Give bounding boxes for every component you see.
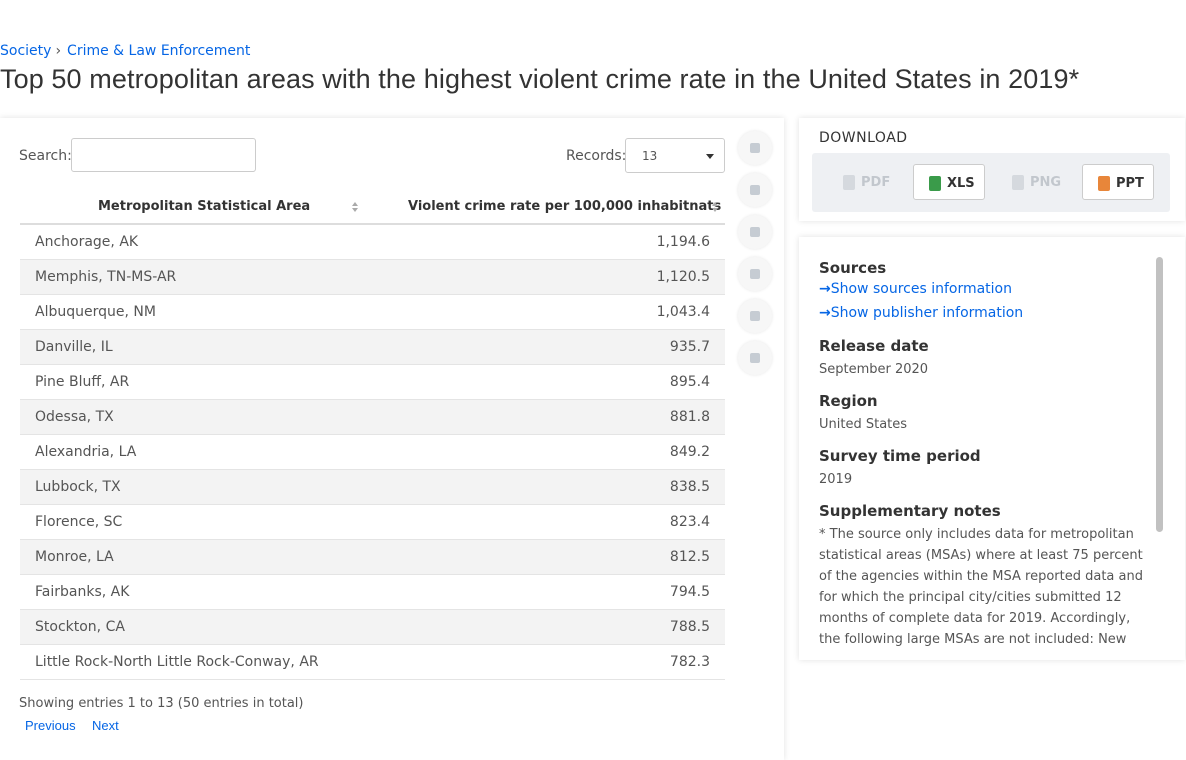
table-cell: 1,120.5	[656, 269, 710, 285]
print-icon[interactable]	[738, 341, 772, 375]
info-heading: Supplementary notes	[819, 502, 1001, 520]
pdf-button[interactable]: PDF	[828, 164, 900, 200]
table-cell: Fairbanks, AK	[35, 584, 130, 600]
cite-icon[interactable]	[738, 299, 772, 333]
info-text: September 2020	[819, 362, 929, 377]
info-text: * The source only includes data for metr…	[819, 527, 1143, 647]
records-select[interactable]: 13	[625, 138, 725, 173]
table-cell: 1,194.6	[656, 234, 710, 250]
table-row: Anchorage, AK 1,194.6	[20, 225, 725, 260]
scrollbar[interactable]	[1156, 257, 1163, 532]
entries-summary: Showing entries 1 to 13 (50 entries in t…	[19, 696, 304, 711]
breadcrumb: Society › Crime & Law Enforcement	[0, 43, 251, 59]
alert-icon[interactable]	[738, 173, 772, 207]
table-body: Anchorage, AK 1,194.6 Memphis, TN-MS-AR 1,1…	[20, 225, 725, 680]
png-button[interactable]: PNG	[997, 164, 1069, 200]
ppt-button[interactable]: PPT	[1082, 164, 1154, 200]
button-label: PPT	[1116, 176, 1144, 191]
table-cell: Alexandria, LA	[35, 444, 137, 460]
table-cell: Lubbock, TX	[35, 479, 121, 495]
publisher-link[interactable]: Show publisher information	[819, 301, 1145, 325]
settings-icon[interactable]	[738, 215, 772, 249]
table-row: Memphis, TN-MS-AR 1,120.5	[20, 260, 725, 295]
table-cell: Albuquerque, NM	[35, 304, 156, 320]
table-cell: 812.5	[669, 549, 710, 565]
next-button[interactable]: Next	[92, 718, 119, 733]
table-cell: Stockton, CA	[35, 619, 125, 635]
table-cell: 794.5	[669, 584, 710, 600]
breadcrumb-link[interactable]: Crime & Law Enforcement	[67, 43, 251, 59]
table-row: Lubbock, TX 838.5	[20, 470, 725, 505]
table-row: Little Rock-North Little Rock-Conway, AR…	[20, 645, 725, 680]
info-content: Sources Show sources information Show pu…	[819, 259, 1145, 649]
share-icon[interactable]	[738, 257, 772, 291]
info-panel: Sources Show sources information Show pu…	[799, 237, 1185, 660]
favorite-icon[interactable]	[738, 131, 772, 165]
table-cell: Pine Bluff, AR	[35, 374, 130, 390]
table-cell: 788.5	[669, 619, 710, 635]
previous-button[interactable]: Previous	[25, 718, 76, 733]
table-cell: 838.5	[669, 479, 710, 495]
table-cell: 1,043.4	[656, 304, 710, 320]
table-cell: Anchorage, AK	[35, 234, 139, 250]
table-cell: 782.3	[669, 654, 710, 670]
table-row: Albuquerque, NM 1,043.4	[20, 295, 725, 330]
table-row: Alexandria, LA 849.2	[20, 435, 725, 470]
table-cell: 849.2	[669, 444, 710, 460]
table-cell: 881.8	[669, 409, 710, 425]
table-cell: Danville, IL	[35, 339, 113, 355]
table-cell: Odessa, TX	[35, 409, 114, 425]
table-row: Odessa, TX 881.8	[20, 400, 725, 435]
info-text: United States	[819, 417, 908, 432]
column-header[interactable]: Metropolitan Statistical Area	[98, 199, 311, 214]
breadcrumb-link[interactable]: Society	[0, 43, 52, 59]
download-bar: PDF XLS PNG PPT	[812, 153, 1170, 212]
info-heading: Region	[819, 392, 878, 410]
info-heading: Sources	[819, 259, 887, 277]
data-table: Metropolitan Statistical Area Violent cr…	[20, 194, 725, 680]
column-header[interactable]: Violent crime rate per 100,000 inhabitna…	[408, 199, 722, 214]
table-header: Metropolitan Statistical Area Violent cr…	[20, 194, 725, 225]
table-panel: Search: Records: 13 Metropolitan Statist…	[0, 118, 784, 760]
table-cell: Florence, SC	[35, 514, 123, 530]
search-input[interactable]	[71, 138, 256, 172]
button-label: XLS	[947, 176, 975, 191]
table-row: Monroe, LA 812.5	[20, 540, 725, 575]
table-cell: Memphis, TN-MS-AR	[35, 269, 177, 285]
table-cell: Little Rock-North Little Rock-Conway, AR	[35, 654, 319, 670]
search-label: Search:	[19, 148, 72, 164]
table-cell: 823.4	[669, 514, 710, 530]
table-row: Danville, IL 935.7	[20, 330, 725, 365]
info-heading: Release date	[819, 337, 929, 355]
records-label: Records:	[566, 148, 627, 164]
download-panel: DOWNLOAD PDF XLS PNG PPT	[799, 118, 1185, 221]
table-cell: 895.4	[669, 374, 710, 390]
table-row: Florence, SC 823.4	[20, 505, 725, 540]
info-heading: Survey time period	[819, 447, 981, 465]
page-title: Top 50 metropolitan areas with the highe…	[0, 64, 1080, 94]
table-row: Stockton, CA 788.5	[20, 610, 725, 645]
download-title: DOWNLOAD	[819, 130, 908, 146]
table-cell: 935.7	[669, 339, 710, 355]
button-label: PDF	[861, 175, 891, 190]
info-text: 2019	[819, 472, 853, 487]
button-label: PNG	[1030, 175, 1062, 190]
sources-link[interactable]: Show sources information	[819, 277, 1145, 301]
table-cell: Monroe, LA	[35, 549, 114, 565]
table-row: Pine Bluff, AR 895.4	[20, 365, 725, 400]
table-row: Fairbanks, AK 794.5	[20, 575, 725, 610]
xls-button[interactable]: XLS	[913, 164, 985, 200]
